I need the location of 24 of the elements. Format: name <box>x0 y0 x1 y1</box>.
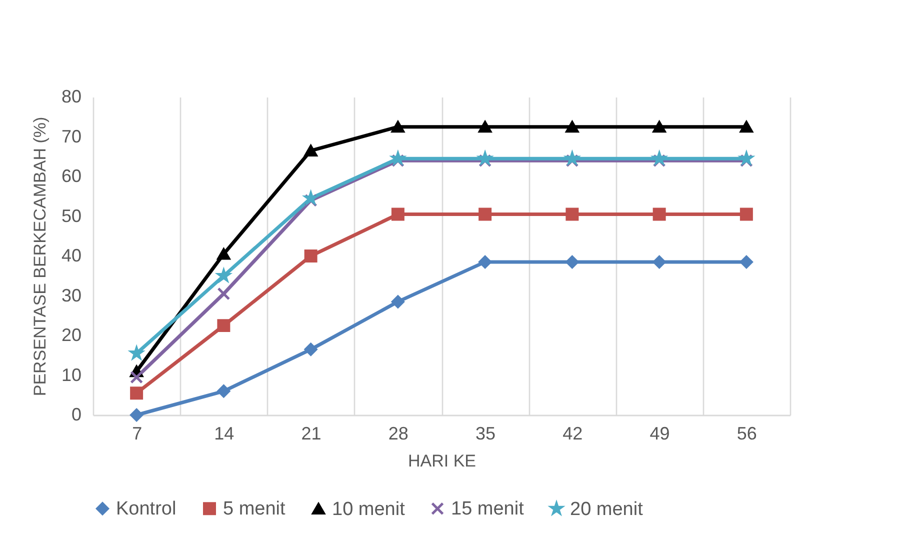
x-tick-label: 28 <box>388 424 408 444</box>
legend-label: 20 menit <box>570 498 644 520</box>
x-tick-label: 49 <box>650 424 670 444</box>
y-tick-label: 80 <box>61 86 82 106</box>
y-tick-label: 20 <box>61 325 82 345</box>
y-tick-label: 50 <box>61 206 82 226</box>
y-tick-label: 70 <box>61 126 82 146</box>
legend-label: 5 menit <box>223 498 286 520</box>
y-axis-title: PERSENTASE BERKECAMBAH (%) <box>30 116 50 396</box>
y-tick-label: 60 <box>61 166 82 186</box>
legend-label: 10 menit <box>332 498 406 520</box>
x-tick-label: 21 <box>301 424 322 444</box>
x-tick-label: 7 <box>132 424 142 444</box>
legend-label: Kontrol <box>116 498 176 520</box>
x-axis-title: HARI KE <box>408 452 476 470</box>
y-tick-label: 40 <box>61 246 82 266</box>
y-tick-label: 0 <box>71 404 82 424</box>
y-tick-label: 10 <box>61 364 82 385</box>
x-tick-label: 14 <box>214 424 234 444</box>
x-tick-label: 35 <box>476 424 496 444</box>
x-tick-label: 42 <box>562 424 583 444</box>
x-tick-label: 56 <box>736 424 757 444</box>
legend-label: 15 menit <box>451 498 525 520</box>
y-tick-label: 30 <box>61 285 82 306</box>
